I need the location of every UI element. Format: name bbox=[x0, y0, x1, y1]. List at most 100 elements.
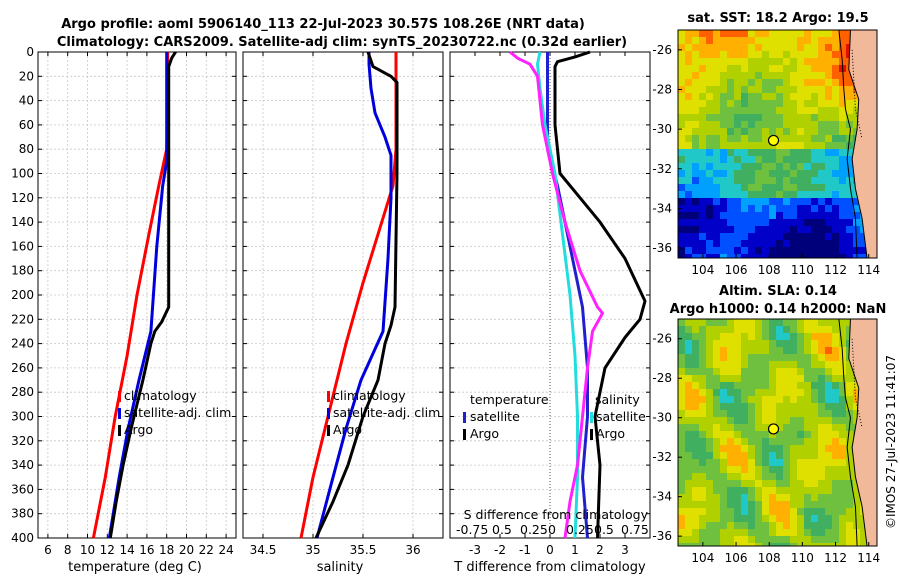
map-cell bbox=[741, 473, 749, 481]
map-cell bbox=[678, 508, 686, 516]
map-cell bbox=[678, 403, 686, 411]
map-cell bbox=[713, 410, 721, 418]
map-cell bbox=[734, 51, 742, 59]
map-cell bbox=[811, 212, 819, 220]
map-cell bbox=[741, 233, 749, 241]
map-cell bbox=[825, 86, 833, 94]
map-cell bbox=[797, 501, 805, 509]
map-cell bbox=[825, 198, 833, 206]
map-cell bbox=[783, 480, 791, 488]
map-cell bbox=[769, 149, 777, 157]
map-cell bbox=[706, 37, 714, 45]
map-cell bbox=[692, 319, 700, 327]
map-cell bbox=[734, 375, 742, 383]
map-cell bbox=[818, 128, 826, 136]
map-cell bbox=[720, 177, 728, 185]
map-cell bbox=[748, 37, 756, 45]
map-cell bbox=[832, 142, 840, 150]
map-cell bbox=[762, 319, 770, 327]
map-cell bbox=[692, 424, 700, 432]
map-cell bbox=[846, 529, 854, 537]
map-cell bbox=[692, 72, 700, 80]
map-cell bbox=[699, 114, 707, 122]
map-cell bbox=[713, 326, 721, 334]
map-cell bbox=[748, 212, 756, 220]
map-cell bbox=[839, 459, 847, 467]
map-cell bbox=[804, 93, 812, 101]
map-cell bbox=[811, 403, 819, 411]
map-cell bbox=[727, 170, 735, 178]
map-cell bbox=[776, 198, 784, 206]
map-cell bbox=[755, 107, 763, 115]
map-cell bbox=[832, 65, 840, 73]
map-cell bbox=[755, 240, 763, 248]
map-cell bbox=[825, 445, 833, 453]
map-cell bbox=[741, 536, 749, 544]
map-cell bbox=[818, 51, 826, 59]
map-x-tick-label: 104 bbox=[691, 551, 714, 565]
map-cell bbox=[846, 79, 854, 87]
map-y-tick-label: -30 bbox=[652, 411, 672, 425]
map-cell bbox=[678, 389, 686, 397]
map-cell bbox=[755, 375, 763, 383]
map-cell bbox=[783, 382, 791, 390]
map-cell bbox=[832, 480, 840, 488]
map-cell bbox=[706, 431, 714, 439]
map-cell bbox=[776, 536, 784, 544]
map-cell bbox=[734, 529, 742, 537]
map-cell bbox=[832, 438, 840, 446]
map-x-tick-label: 104 bbox=[691, 263, 714, 277]
map-cell bbox=[734, 100, 742, 108]
map-cell bbox=[685, 170, 693, 178]
map-cell bbox=[832, 240, 840, 248]
map-cell bbox=[776, 254, 784, 258]
map-cell bbox=[846, 233, 854, 241]
map-y-tick-label: -34 bbox=[652, 201, 672, 215]
map-cell bbox=[685, 459, 693, 467]
map-cell bbox=[804, 459, 812, 467]
map-cell bbox=[783, 368, 791, 376]
map-cell bbox=[804, 431, 812, 439]
map-cell bbox=[699, 522, 707, 530]
map-cell bbox=[699, 501, 707, 509]
map-cell bbox=[839, 522, 847, 530]
map-x-tick-label: 110 bbox=[791, 263, 814, 277]
map-cell bbox=[692, 58, 700, 66]
map-cell bbox=[706, 466, 714, 474]
map-cell bbox=[720, 438, 728, 446]
map-cell bbox=[818, 212, 826, 220]
map-cell bbox=[713, 177, 721, 185]
map-cell bbox=[825, 494, 833, 502]
map-y-tick-label: -32 bbox=[652, 450, 672, 464]
map-cell bbox=[804, 114, 812, 122]
map-cell bbox=[818, 466, 826, 474]
map-cell bbox=[692, 473, 700, 481]
map-cell bbox=[811, 107, 819, 115]
temperature-xlabel: temperature (deg C) bbox=[68, 560, 202, 575]
map-cell bbox=[769, 79, 777, 87]
map-cell bbox=[713, 438, 721, 446]
map-cell bbox=[797, 205, 805, 213]
map-cell bbox=[678, 340, 686, 348]
map-cell bbox=[755, 522, 763, 530]
map-cell bbox=[818, 536, 826, 544]
map-cell bbox=[706, 65, 714, 73]
map-cell bbox=[713, 30, 721, 38]
map-cell bbox=[713, 149, 721, 157]
map-cell bbox=[832, 79, 840, 87]
map-cell bbox=[811, 30, 819, 38]
map-cell bbox=[706, 135, 714, 143]
map-cell bbox=[713, 79, 721, 87]
map-cell bbox=[678, 254, 686, 258]
map-cell bbox=[846, 191, 854, 199]
map-cell bbox=[741, 480, 749, 488]
map-cell bbox=[818, 319, 826, 327]
map-cell bbox=[832, 128, 840, 136]
map-cell bbox=[762, 240, 770, 248]
map-cell bbox=[818, 65, 826, 73]
map-cell bbox=[783, 438, 791, 446]
map-cell bbox=[825, 354, 833, 362]
map-cell bbox=[832, 473, 840, 481]
map-cell bbox=[769, 72, 777, 80]
map-cell bbox=[713, 86, 721, 94]
